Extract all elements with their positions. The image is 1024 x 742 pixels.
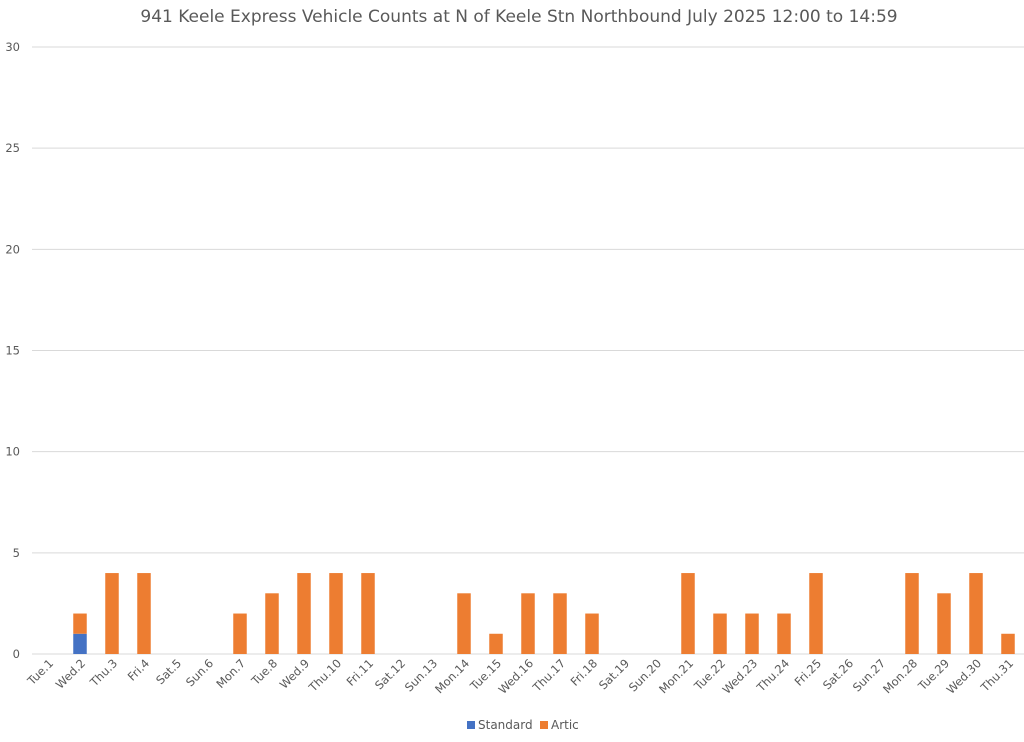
- x-tick-label: Sat.12: [372, 656, 408, 692]
- x-tick-label: Wed.30: [944, 656, 985, 697]
- y-axis-ticks: 0 5 10 15 20 25 30: [5, 40, 20, 661]
- x-tick-label: Fri.18: [568, 656, 601, 689]
- bar-artic-thu-17: [553, 593, 567, 654]
- y-tick-label: 10: [5, 445, 20, 459]
- bar-artic-fri-18: [585, 613, 599, 654]
- y-tick-label: 20: [5, 242, 20, 256]
- legend-swatch-standard: [467, 721, 475, 729]
- x-tick-label: Mon.14: [432, 656, 472, 696]
- x-tick-label: Thu.24: [753, 656, 792, 695]
- x-tick-label: Wed.23: [720, 656, 761, 697]
- legend: Standard Artic: [467, 718, 579, 732]
- bar-artic-thu-31: [1001, 633, 1015, 654]
- bar-artic-fri-4: [137, 573, 151, 654]
- x-tick-label: Fri.4: [125, 656, 152, 683]
- x-tick-label: Mon.21: [656, 656, 696, 696]
- x-tick-label: Thu.17: [529, 656, 568, 695]
- chart-title: 941 Keele Express Vehicle Counts at N of…: [140, 7, 897, 27]
- x-tick-label: Fri.25: [792, 656, 825, 689]
- y-tick-label: 30: [5, 40, 20, 54]
- bar-artic-tue-29: [937, 593, 951, 654]
- bar-artic-fri-25: [809, 573, 823, 654]
- bar-artic-thu-24: [777, 613, 791, 654]
- x-tick-label: Sat.26: [820, 656, 856, 692]
- x-tick-label: Tue.1: [24, 656, 56, 688]
- bar-artic-mon-7: [233, 613, 247, 654]
- bar-artic-tue-8: [265, 593, 279, 654]
- bar-artic-wed-9: [297, 573, 311, 654]
- bars: [73, 573, 1015, 654]
- legend-label-artic: Artic: [551, 718, 579, 732]
- bar-artic-thu-10: [329, 573, 343, 654]
- y-tick-label: 25: [5, 141, 20, 155]
- bar-standard-wed-2: [73, 633, 87, 654]
- x-tick-label: Thu.10: [305, 656, 344, 695]
- x-tick-label: Thu.31: [977, 656, 1016, 695]
- x-tick-label: Sun.6: [183, 656, 216, 689]
- bar-artic-wed-30: [969, 573, 983, 654]
- bar-artic-wed-23: [745, 613, 759, 654]
- bar-artic-wed-16: [521, 593, 535, 654]
- bar-artic-wed-2: [73, 613, 87, 634]
- x-tick-label: Sat.19: [596, 656, 632, 692]
- gridlines: [32, 46, 1024, 655]
- bar-artic-thu-3: [105, 573, 119, 654]
- bar-artic-mon-14: [457, 593, 471, 654]
- legend-label-standard: Standard: [478, 718, 533, 732]
- x-tick-label: Wed.16: [496, 656, 537, 697]
- x-tick-label: Tue.8: [248, 656, 280, 688]
- x-tick-label: Mon.7: [213, 656, 248, 691]
- x-tick-label: Mon.28: [880, 656, 920, 696]
- x-tick-label: Fri.11: [344, 656, 377, 689]
- y-tick-label: 15: [5, 344, 20, 358]
- bar-artic-fri-11: [361, 573, 375, 654]
- bar-artic-mon-21: [681, 573, 695, 654]
- x-tick-label: Thu.3: [86, 656, 120, 690]
- bar-artic-tue-22: [713, 613, 727, 654]
- bar-artic-mon-28: [905, 573, 919, 654]
- bar-artic-tue-15: [489, 633, 503, 654]
- y-tick-label: 5: [13, 546, 20, 560]
- x-tick-label: Wed.2: [53, 656, 88, 691]
- y-tick-label: 0: [13, 647, 20, 661]
- x-tick-label: Sat.5: [153, 656, 184, 687]
- legend-swatch-artic: [540, 721, 548, 729]
